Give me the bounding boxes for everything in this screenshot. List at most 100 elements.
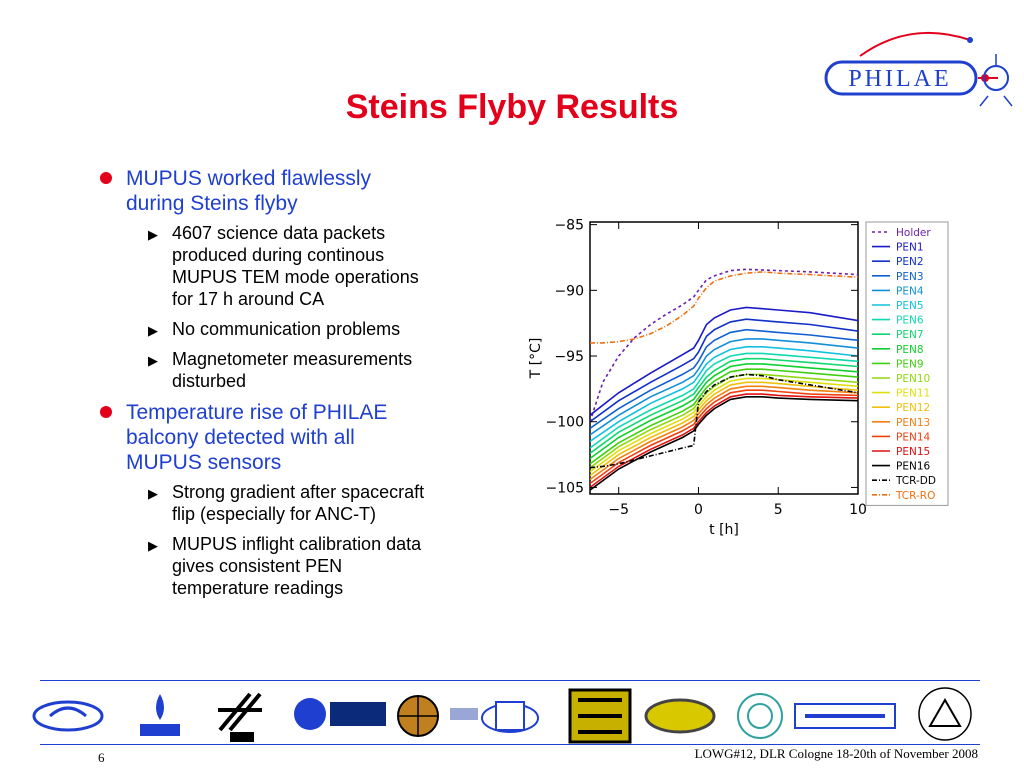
legend-label: TCR-RO [895,490,935,502]
legend-label: PEN6 [896,315,924,327]
series-line-pen6 [590,352,858,449]
series-line-pen7 [590,357,858,454]
footer-divider [40,680,980,681]
asi-logo-icon [32,700,104,732]
arrow-right-icon: ▶ [148,323,158,338]
bullet-text-line: balcony detected with all [126,426,355,449]
legend-label: PEN12 [896,402,930,414]
y-tick-label: −90 [554,283,584,299]
legend-label: TCR-DD [895,475,936,487]
bullet-text-line: MUPUS sensors [126,451,282,474]
y-axis-label: T [°C] [528,338,544,380]
sub-bullet-magnetometer: ▶ Magnetometer measurements disturbed [92,348,502,392]
sub-bullet-line: produced during continous [172,245,385,265]
sub-bullet-communication: ▶ No communication problems [92,318,502,340]
bullet-text-line: Temperature rise of PHILAE [126,401,388,424]
x-axis-label: t [h] [709,522,739,538]
philae-logo-text: PHILAE [848,66,951,92]
legend-label: PEN3 [896,271,924,283]
legend-label: PEN14 [896,431,931,443]
sub-bullet-line: temperature readings [172,578,344,598]
series-line-pen3 [590,328,858,429]
footer-event-text: LOWG#12, DLR Cologne 18-20th of November… [694,746,978,761]
sub-bullet-line: MUPUS inflight calibration data [172,534,422,554]
arrow-right-icon: ▶ [148,353,158,368]
series-line-pen1 [590,306,858,416]
x-tick-label: 0 [694,502,703,518]
sub-bullet-gradient: ▶ Strong gradient after spacecraft flip … [92,481,502,525]
sub-bullet-calibration: ▶ MUPUS inflight calibration data gives … [92,533,502,599]
bullet-list: MUPUS worked flawlessly during Steins fl… [92,166,502,607]
bullet-mupus-flawless: MUPUS worked flawlessly during Steins fl… [92,166,502,216]
y-tick-label: −95 [554,349,584,365]
esa-logo-icon [294,698,386,730]
series-line-pen14 [590,389,858,485]
sub-bullet-line: MUPUS TEM mode operations [172,267,419,287]
mps-logo-icon [644,698,716,734]
legend-label: Holder [896,227,931,239]
series-line-tcr-ro [590,271,858,344]
bullet-text-line: MUPUS worked flawlessly [126,167,372,190]
kfki-rmki-logo-icon [568,688,632,744]
legend-label: PEN1 [896,242,924,254]
legend-label: PEN4 [896,285,924,297]
x-tick-label: −5 [608,502,629,518]
mpe-logo-icon [737,693,783,739]
legend-label: PEN16 [896,461,931,473]
legend-label: PEN5 [896,300,924,312]
temperature-chart: −85 −90 −95 −100 −105 −5 0 5 10 t [h] T [°C] Holde… [528,218,949,538]
series-line-pen8 [590,363,858,460]
sub-bullet-line: flip (especially for ANC-T) [172,504,377,524]
sub-bullet-line: 4607 science data packets [172,223,386,243]
sub-bullet-line: for 17 h around CA [172,289,325,309]
legend-label: PEN15 [896,446,930,458]
dlr-logo-icon [218,692,262,742]
sub-bullet-line: Magnetometer measurements [172,349,413,369]
legend-label: PEN7 [896,329,924,341]
series-line-pen13 [590,385,858,481]
series-line-pen16 [590,396,858,491]
legend-label: PEN9 [896,358,924,370]
legend-label: PEN11 [896,388,930,400]
legend-label: PEN10 [896,373,930,385]
series-line-pen12 [590,381,858,477]
arrow-right-icon: ▶ [148,486,158,501]
x-tick-label: 10 [849,502,867,518]
sub-bullet-line: disturbed [172,371,247,391]
globe-logo-icon [397,695,439,737]
bullet-dot-icon [100,406,112,418]
y-tick-label: −100 [546,415,584,431]
philae-logo: PHILAE [824,31,1013,107]
cnes-logo-icon [140,694,180,736]
page-number: 6 [98,750,105,765]
legend-label: PEN8 [896,344,924,356]
bullet-dot-icon [100,172,112,184]
x-tick-label: 5 [774,502,783,518]
series-line-pen5 [590,346,858,443]
bullet-temperature-rise: Temperature rise of PHILAE balcony detec… [92,400,502,475]
series-line-pen15 [590,393,858,489]
space-technology-ireland-logo-icon [918,687,972,741]
y-tick-label: −105 [546,480,584,496]
sub-bullet-line: Strong gradient after spacecraft [172,482,425,502]
wf-graz-logo-icon [481,701,539,733]
legend-label: PEN13 [896,417,930,429]
legend-label: PEN2 [896,256,924,268]
series-line-pen4 [590,338,858,436]
series-line-pen2 [590,318,858,423]
pparc-logo-icon [794,703,896,729]
partner-logos [32,687,972,744]
sub-bullet-line: No communication problems [172,319,401,339]
y-tick-label: −85 [554,218,584,234]
bullet-text-line: during Steins flyby [126,192,298,215]
fmi-logo-icon [450,708,478,720]
series-line-holder [590,268,858,422]
sub-bullet-packets: ▶ 4607 science data packets produced dur… [92,222,502,310]
series-line-pen9 [590,368,858,465]
slide-title: Steins Flyby Results [345,88,679,126]
sub-bullet-line: gives consistent PEN [172,556,343,576]
arrow-right-icon: ▶ [148,538,158,553]
arrow-right-icon: ▶ [148,227,158,242]
footer-bottom-divider [40,744,980,745]
series-line-pen10 [590,373,858,469]
